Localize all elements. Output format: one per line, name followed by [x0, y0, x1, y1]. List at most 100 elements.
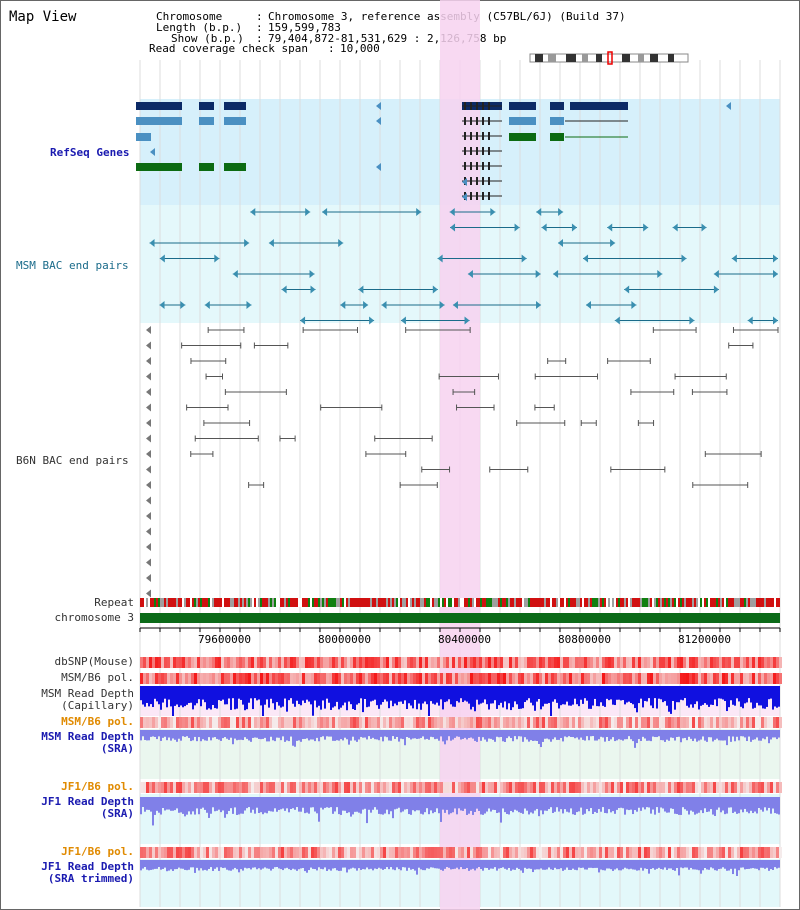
- heat-cell: [209, 847, 212, 858]
- repeat-element: [326, 598, 328, 607]
- heat-cell: [653, 673, 656, 684]
- depth-bar: [238, 797, 240, 815]
- heat-cell: [581, 782, 584, 793]
- heat-cell: [533, 717, 536, 728]
- depth-bar: [618, 730, 620, 740]
- depth-bar: [582, 860, 584, 868]
- depth-bar: [316, 797, 318, 814]
- heat-cell: [680, 673, 683, 684]
- repeat-element: [228, 598, 230, 607]
- depth-bar: [488, 797, 490, 809]
- depth-bar: [450, 730, 452, 741]
- heat-cell: [167, 657, 170, 668]
- heat-cell: [518, 673, 521, 684]
- heat-cell: [215, 673, 218, 684]
- depth-bar: [250, 686, 252, 699]
- depth-bar: [254, 860, 256, 868]
- depth-bar: [306, 797, 308, 813]
- depth-bar: [688, 797, 690, 815]
- depth-bar: [246, 860, 248, 869]
- depth-bar: [538, 686, 540, 700]
- depth-bar: [380, 730, 382, 737]
- depth-bar: [192, 860, 194, 868]
- depth-bar: [226, 686, 228, 705]
- heat-cell: [521, 657, 524, 668]
- heat-cell: [743, 782, 746, 793]
- depth-bar: [594, 797, 596, 812]
- heat-cell: [281, 782, 284, 793]
- repeat-element: [554, 598, 556, 607]
- heat-cell: [425, 782, 428, 793]
- heat-cell: [752, 657, 755, 668]
- bac-end-left: [614, 316, 620, 325]
- repeat-element: [274, 598, 276, 607]
- heat-cell: [641, 673, 644, 684]
- heat-cell: [683, 782, 686, 793]
- heat-cell: [533, 657, 536, 668]
- depth-bar: [722, 860, 724, 868]
- heat-cell: [641, 657, 644, 668]
- heat-cell: [494, 717, 497, 728]
- depth-bar: [158, 686, 160, 705]
- heat-cell: [737, 847, 740, 858]
- heat-cell: [482, 782, 485, 793]
- heat-cell: [317, 657, 320, 668]
- repeat-element: [236, 598, 238, 607]
- depth-bar: [348, 797, 350, 813]
- bac-end-right: [369, 316, 375, 325]
- heat-cell: [452, 657, 455, 668]
- highlight-region: [440, 0, 480, 910]
- depth-bar: [750, 860, 752, 869]
- depth-bar: [320, 730, 322, 738]
- heat-cell: [539, 673, 542, 684]
- depth-bar: [620, 797, 622, 808]
- heat-cell: [248, 782, 251, 793]
- depth-bar: [330, 860, 332, 871]
- depth-bar: [294, 686, 296, 707]
- repeat-element: [364, 598, 366, 607]
- depth-bar: [304, 860, 306, 872]
- depth-bar: [382, 860, 384, 870]
- depth-bar: [744, 860, 746, 870]
- depth-bar: [778, 686, 780, 707]
- depth-bar: [478, 860, 480, 868]
- depth-bar: [704, 797, 706, 809]
- depth-bar: [390, 686, 392, 701]
- depth-bar: [472, 797, 474, 815]
- gene-exon: [550, 117, 564, 125]
- depth-bar: [620, 730, 622, 740]
- heat-cell: [236, 657, 239, 668]
- heat-cell: [386, 657, 389, 668]
- track-label-msm-bac[interactable]: MSM BAC end pairs: [16, 259, 129, 272]
- depth-bar: [378, 860, 380, 868]
- heat-cell: [164, 717, 167, 728]
- heat-cell: [635, 782, 638, 793]
- heat-cell: [449, 657, 452, 668]
- heat-cell: [629, 673, 632, 684]
- heat-cell: [293, 673, 296, 684]
- depth-bar: [314, 860, 316, 870]
- heat-cell: [689, 847, 692, 858]
- heat-cell: [575, 782, 578, 793]
- track-label-refseq[interactable]: RefSeq Genes: [50, 146, 130, 159]
- repeat-element: [736, 598, 738, 607]
- heat-cell: [314, 782, 317, 793]
- heat-cell: [293, 657, 296, 668]
- depth-bar: [372, 730, 374, 738]
- heat-cell: [398, 717, 401, 728]
- heat-cell: [299, 673, 302, 684]
- track-label-b6n-bac[interactable]: B6N BAC end pairs: [16, 454, 129, 467]
- depth-bar: [186, 797, 188, 815]
- length-value: 159,599,783: [268, 21, 341, 34]
- depth-bar: [564, 797, 566, 810]
- depth-bar: [730, 860, 732, 869]
- depth-bar: [470, 686, 472, 710]
- heat-cell: [713, 673, 716, 684]
- depth-bar: [396, 860, 398, 868]
- bac-end-right: [773, 270, 778, 278]
- depth-bar: [310, 860, 312, 868]
- heat-cell: [362, 782, 365, 793]
- depth-bar: [368, 686, 370, 707]
- depth-bar: [388, 730, 390, 741]
